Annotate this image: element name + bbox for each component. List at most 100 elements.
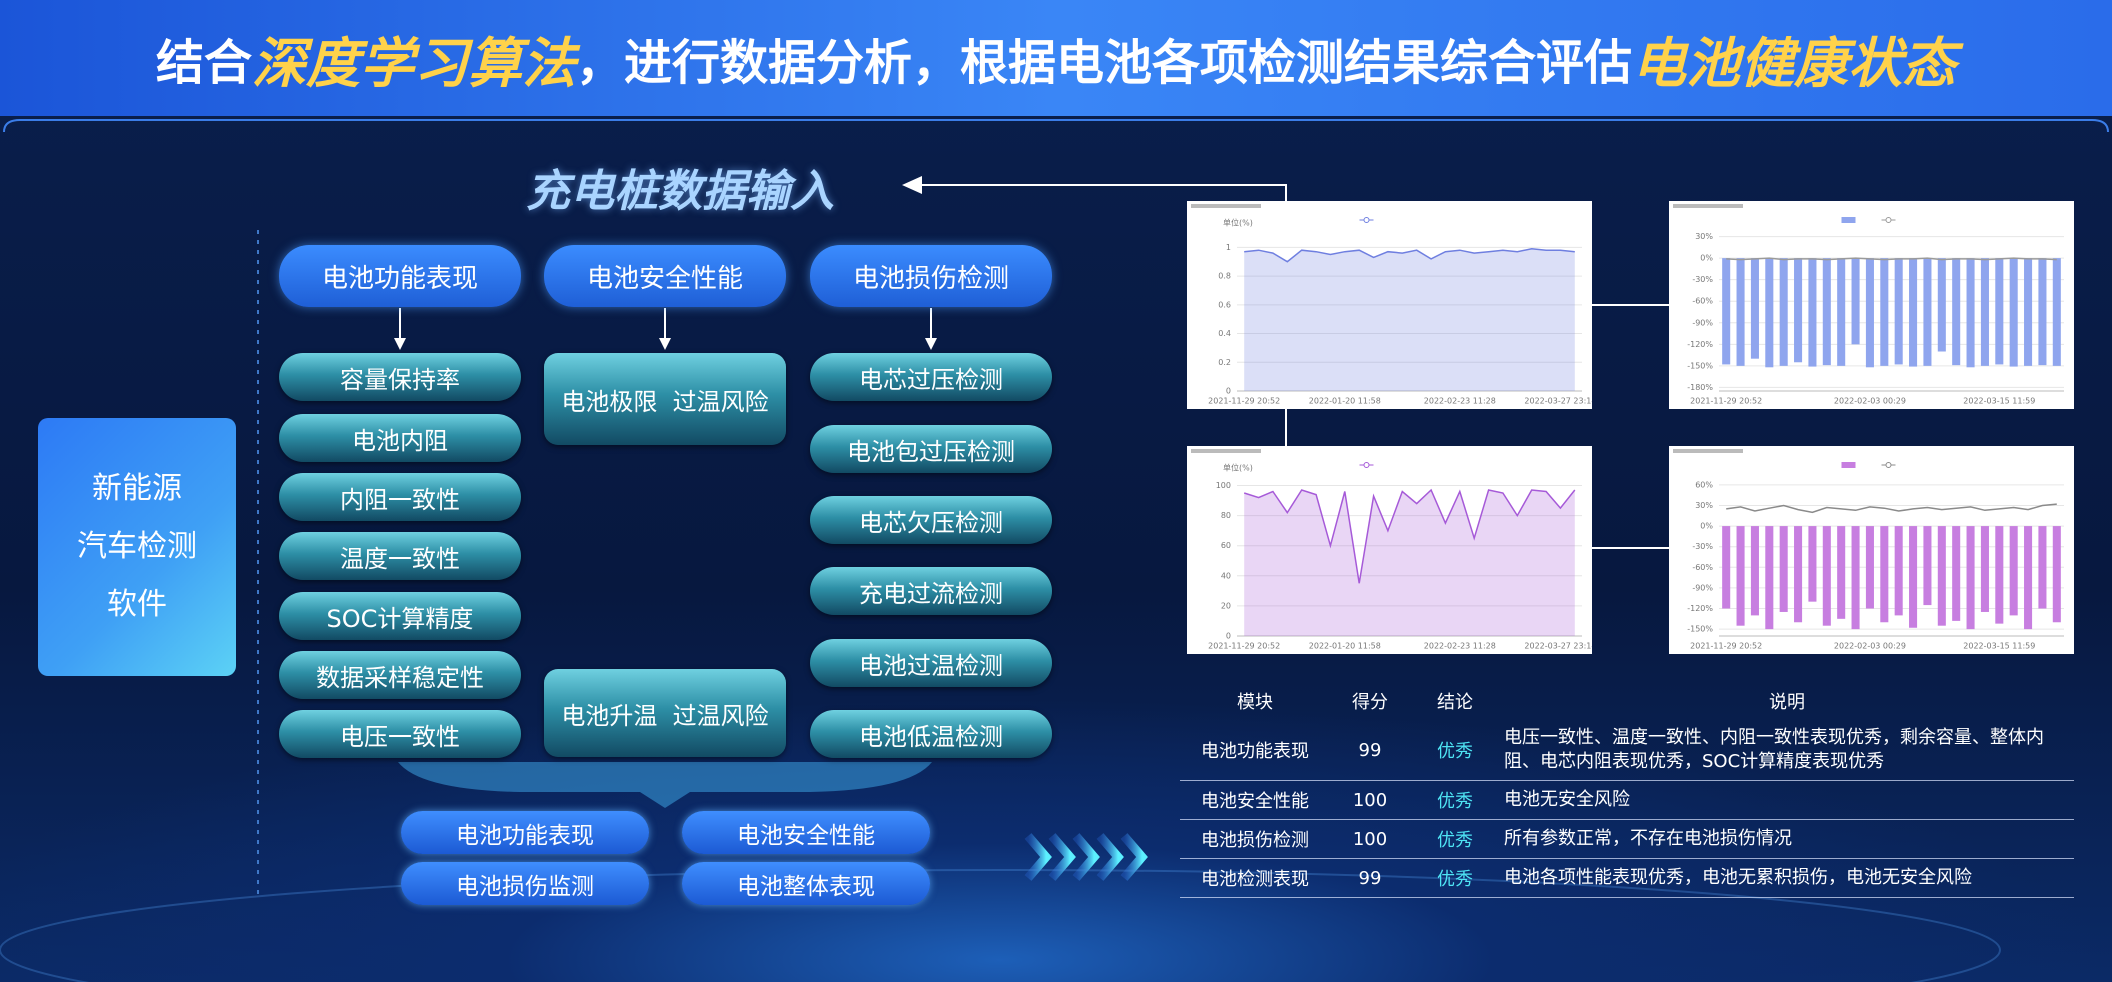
chart-title-bar: [1673, 204, 1743, 208]
header-cell: 说明: [1769, 692, 1805, 713]
module-item: 电池过温检测: [810, 639, 1052, 687]
legend-swatch: [1841, 217, 1856, 223]
bar: [1779, 526, 1788, 612]
table-cell: 所有参数正常，不存在电池损伤情况: [1504, 828, 1792, 849]
y-tick-label: -150%: [1687, 361, 1713, 370]
bracket: [398, 762, 932, 808]
bar: [1794, 526, 1803, 623]
software-line: 汽车检测: [77, 529, 197, 564]
bar: [1822, 258, 1831, 366]
mini-chart: 30% 0% -30% -60% -90% -120% -150% -180% 2021-11-…: [1669, 201, 2074, 409]
summary-pill: 电池整体表现: [682, 862, 930, 905]
bar: [2024, 526, 2033, 630]
header-cell: 得分: [1352, 692, 1388, 713]
bar: [1808, 526, 1817, 602]
line: [1243, 488, 1576, 584]
y-tick-label: -60%: [1692, 297, 1713, 306]
y-tick-label: 0.6: [1218, 300, 1231, 309]
legend-swatch: [1885, 462, 1892, 468]
bar: [1923, 526, 1932, 606]
y-tick-label: 0.4: [1218, 329, 1231, 338]
y-tick-label: 1: [1226, 243, 1231, 252]
y-unit: 单位(%): [1223, 463, 1253, 473]
y-tick-label: -30%: [1692, 542, 1713, 551]
bar: [1822, 526, 1831, 626]
y-tick-label: 60: [1221, 541, 1231, 550]
bar: [1966, 526, 1975, 630]
software-line: 软件: [107, 587, 167, 622]
bar: [1837, 258, 1846, 366]
bar: [2038, 258, 2047, 366]
module-item: SOC计算精度: [279, 592, 521, 640]
down-arrow-head: [659, 338, 671, 350]
module-item: 电池极限 过温风险: [544, 353, 786, 445]
mini-chart: 60% 30% 0% -30% -60% -90% -120% -150% 2021-11-29…: [1669, 446, 2074, 654]
x-tick-label: 2021-11-29 20:52: [1690, 397, 1762, 406]
bar: [1937, 526, 1946, 626]
y-tick-label: -90%: [1692, 318, 1713, 327]
bar: [2009, 258, 2018, 367]
header: 结合 深度学习算法 ，进行数据分析，根据电池各项检测结果综合评估 电池健康状态: [0, 0, 2112, 116]
summary-pill: 电池功能表现: [401, 811, 649, 854]
table-cell: 优秀: [1437, 791, 1473, 812]
y-tick-label: -180%: [1687, 383, 1713, 392]
table-cell: 100: [1352, 828, 1388, 850]
bar: [1837, 526, 1846, 619]
y-tick-label: 0: [1226, 632, 1231, 641]
bar: [1851, 526, 1860, 630]
table-cell: 优秀: [1437, 830, 1473, 851]
y-tick-label: 30%: [1695, 501, 1713, 510]
module-item: 内阻一致性: [279, 473, 521, 521]
table-cell: 99: [1358, 867, 1382, 889]
bar: [1966, 258, 1975, 368]
area: [1244, 490, 1575, 636]
table-cell: 优秀: [1437, 869, 1473, 890]
y-tick-label: 30%: [1695, 232, 1713, 241]
software-box: 新能源 汽车检测 软件: [38, 418, 236, 676]
x-tick-label: 2022-01-20 11:58: [1309, 397, 1381, 406]
table-cell: 优秀: [1437, 741, 1473, 762]
y-unit: 单位(%): [1223, 218, 1253, 228]
area: [1244, 248, 1575, 391]
table-cell: 99: [1358, 739, 1382, 761]
table-row: 电池安全性能 100 优秀 电池无安全风险: [1180, 781, 2074, 820]
bar: [1851, 258, 1860, 345]
bar: [1779, 258, 1788, 366]
line: [1244, 248, 1575, 263]
x-tick-label: 2022-03-15 11:59: [1963, 642, 2035, 651]
bar: [1923, 258, 1932, 366]
bar: [1995, 526, 2004, 624]
input-arrow: [920, 184, 1287, 201]
chart-title-bar: [1673, 449, 1743, 453]
bar: [1909, 258, 1918, 367]
table-header: 模块 得分 结论 说明: [1180, 682, 2074, 720]
table-row: 电池损伤检测 100 优秀 所有参数正常，不存在电池损伤情况: [1180, 820, 2074, 859]
title-highlight: 电池健康状态: [1632, 31, 1957, 95]
floor-ring: [0, 869, 2001, 982]
x-tick-label: 2022-02-23 11:28: [1424, 397, 1496, 406]
module-item: 电池包过压检测: [810, 425, 1052, 473]
x-tick-label: 2022-02-03 00:29: [1834, 642, 1906, 651]
down-arrow-head: [394, 338, 406, 350]
module-item: 电压一致性: [279, 710, 521, 758]
module-item: 电芯欠压检测: [810, 496, 1052, 544]
table-cell: 电池各项性能表现优秀，电池无累积损伤，电池无安全风险: [1504, 867, 1972, 888]
bar: [1750, 258, 1759, 359]
input-title: 充电桩数据输入: [526, 166, 834, 217]
y-tick-label: 0.2: [1218, 358, 1231, 367]
legend-swatch: [1885, 217, 1892, 223]
chart-title-bar: [1191, 204, 1261, 208]
module-item: 充电过流检测: [810, 567, 1052, 615]
legend-swatch: [1363, 462, 1370, 468]
bar: [1736, 258, 1745, 366]
bar: [1880, 526, 1889, 623]
y-tick-label: -60%: [1692, 563, 1713, 572]
bar: [1909, 526, 1918, 628]
y-tick-label: -90%: [1692, 583, 1713, 592]
chevrons: [1024, 833, 1148, 881]
y-tick-label: -120%: [1687, 604, 1713, 613]
table-cell: 电池无安全风险: [1504, 789, 1630, 810]
bar: [1980, 258, 1989, 366]
line: [1726, 503, 2057, 514]
